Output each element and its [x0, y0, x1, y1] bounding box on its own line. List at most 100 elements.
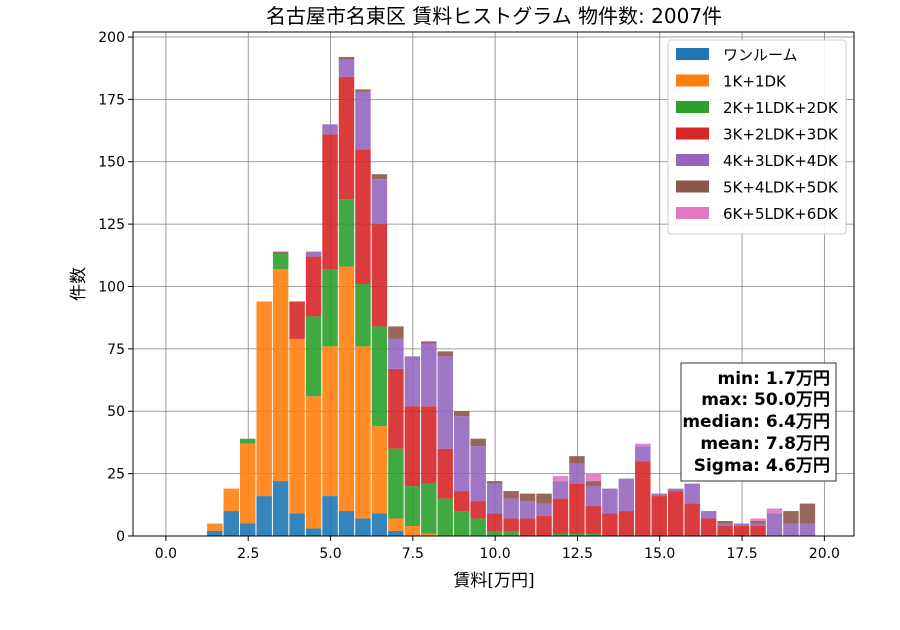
bar-segment-series-0	[305, 528, 322, 536]
x-tick-label: 5.0	[319, 546, 341, 562]
bar-segment-series-0	[338, 511, 355, 536]
bar-segment-series-4	[388, 338, 404, 369]
legend-label: 4K+3LDK+4DK	[723, 152, 839, 170]
bar-segment-series-3	[700, 518, 717, 536]
y-tick-label: 175	[98, 92, 125, 108]
bar-segment-series-4	[453, 416, 470, 492]
bar-segment-series-2	[239, 438, 256, 444]
bar-segment-series-2	[569, 533, 585, 536]
bar-segment-series-0	[272, 481, 289, 536]
y-tick-label: 150	[98, 155, 125, 171]
bar-segment-series-5	[355, 89, 371, 92]
bar-segment-series-0	[322, 496, 338, 536]
bar-segment-series-5	[783, 511, 799, 524]
bar-segment-series-4	[766, 513, 783, 536]
bar-segment-series-4	[322, 124, 338, 135]
legend-label: 1K+1DK	[723, 73, 787, 91]
legend-swatch	[676, 48, 709, 60]
bar-segment-series-5	[717, 521, 733, 524]
stat-mean: mean: 7.8万円	[700, 434, 830, 454]
bar-segment-series-4	[635, 446, 651, 462]
bar-segment-series-2	[421, 483, 437, 534]
bar-segment-series-4	[602, 488, 618, 514]
y-axis-ticks: 0 25 50 75 100 125 150 175 200	[98, 30, 133, 545]
bar-segment-series-4	[437, 356, 453, 449]
bar-segment-series-1	[355, 346, 371, 519]
bar-segment-series-4	[569, 463, 585, 484]
bar-segment-series-3	[717, 526, 733, 536]
bar-segment-series-3	[421, 406, 437, 484]
bar-segment-series-2	[470, 518, 486, 536]
bar-segment-series-4	[684, 483, 700, 504]
legend-label: 2K+1LDK+2DK	[723, 99, 839, 117]
bar-segment-series-2	[355, 284, 371, 347]
bar-segment-series-4	[700, 511, 717, 519]
bar-segment-series-5	[486, 481, 503, 484]
bar-segment-series-3	[733, 526, 750, 536]
x-tick-label: 17.5	[726, 546, 757, 562]
bar-segment-series-1	[322, 346, 338, 497]
stat-max: max: 50.0万円	[701, 390, 830, 410]
bar-segment-series-4	[404, 356, 421, 407]
bar-segment-series-5	[750, 521, 766, 524]
bar-segment-series-3	[536, 516, 552, 536]
bar-segment-series-2	[552, 533, 569, 536]
bar-segment-series-0	[289, 513, 305, 536]
bar-segment-series-0	[207, 531, 223, 536]
legend-swatch	[676, 207, 709, 219]
bar-segment-series-4	[536, 503, 552, 517]
bar-segment-series-4	[503, 498, 519, 519]
bar-segment-series-5	[437, 351, 453, 357]
bar-segment-series-2	[272, 254, 289, 270]
bar-segment-series-3	[404, 406, 421, 487]
bar-segment-series-3	[602, 513, 618, 536]
x-tick-label: 7.5	[402, 546, 424, 562]
legend-label: 5K+4LDK+5DK	[723, 179, 839, 197]
bar-segment-series-6	[585, 473, 602, 482]
bar-segment-series-5	[470, 438, 486, 447]
bar-segment-series-2	[437, 498, 453, 536]
bar-segment-series-3	[486, 513, 503, 532]
legend-label: ワンルーム	[723, 46, 798, 64]
bar-segment-series-3	[569, 483, 585, 534]
bar-segment-series-4	[486, 483, 503, 514]
legend-label: 6K+5LDK+6DK	[723, 205, 839, 223]
bar-segment-series-2	[388, 448, 404, 519]
x-tick-label: 20.0	[809, 546, 840, 562]
bar-segment-series-5	[569, 456, 585, 464]
bar-segment-series-0	[371, 513, 388, 536]
bar-segment-series-4	[783, 523, 799, 536]
bar-segment-series-3	[305, 256, 322, 317]
x-tick-label: 15.0	[644, 546, 675, 562]
x-tick-label: 12.5	[562, 546, 593, 562]
bar-segment-series-4	[305, 251, 322, 257]
bar-segment-series-3	[503, 518, 519, 532]
bar-segment-series-2	[338, 199, 355, 267]
bar-segment-series-3	[618, 511, 635, 536]
bar-segment-series-1	[223, 488, 239, 512]
bar-segment-series-6	[552, 476, 569, 482]
stats-box: min: 1.7万円 max: 50.0万円 median: 6.4万円 mea…	[680, 362, 837, 482]
stat-sigma: Sigma: 4.6万円	[694, 456, 830, 476]
bar-segment-series-4	[585, 486, 602, 507]
bar-segment-series-1	[338, 266, 355, 512]
bar-segment-series-3	[635, 461, 651, 536]
bar-segment-series-1	[421, 533, 437, 536]
bar-segment-series-3	[470, 501, 486, 519]
bar-segment-series-5	[799, 503, 816, 524]
bar-segment-series-3	[322, 134, 338, 270]
bar-segment-series-3	[585, 506, 602, 534]
plot-frame	[132, 31, 855, 537]
bar-segment-series-5	[388, 326, 404, 339]
legend-swatch	[676, 154, 709, 166]
bar-segment-series-3	[338, 76, 355, 200]
bar-segment-series-5	[371, 174, 388, 180]
bar-segment-series-4	[470, 446, 486, 502]
chart-title: 名古屋市名東区 賃料ヒストグラム 物件数: 2007件	[266, 4, 722, 28]
bar-segment-series-2	[305, 316, 322, 397]
legend-swatch	[676, 101, 709, 113]
bar-segment-series-4	[338, 59, 355, 77]
bar-segment-series-4	[651, 493, 667, 497]
bar-segment-series-1	[256, 301, 272, 497]
